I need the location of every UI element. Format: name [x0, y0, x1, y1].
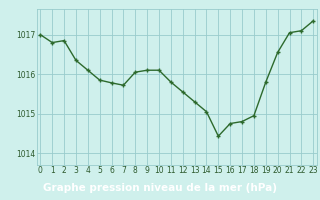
Text: Graphe pression niveau de la mer (hPa): Graphe pression niveau de la mer (hPa) [43, 183, 277, 193]
